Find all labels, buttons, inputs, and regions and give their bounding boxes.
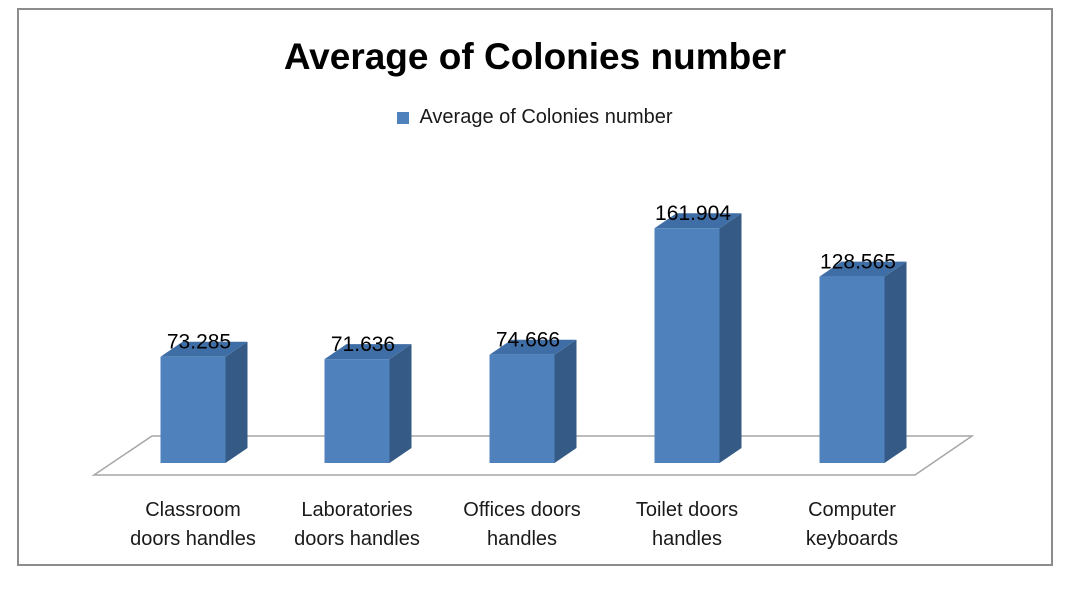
bar xyxy=(654,228,720,463)
bar-top xyxy=(160,341,248,357)
bar-top xyxy=(654,213,742,229)
category-label: Classroom xyxy=(145,499,241,521)
legend-label: Average of Colonies number xyxy=(419,106,673,128)
bar-top xyxy=(324,344,412,360)
data-label: 71.636 xyxy=(331,333,395,356)
bar-side xyxy=(884,261,907,463)
bar xyxy=(324,359,390,463)
bar xyxy=(489,354,555,463)
data-label: 161.904 xyxy=(655,202,731,225)
bar-top xyxy=(819,261,907,277)
category-label: Offices doors xyxy=(463,499,580,521)
bar xyxy=(819,276,885,463)
category-label: handles xyxy=(487,528,557,550)
chart-legend: Average of Colonies number xyxy=(19,106,1051,129)
category-label: keyboards xyxy=(806,528,898,550)
bar-side xyxy=(719,213,742,463)
category-label: Toilet doors xyxy=(636,499,738,521)
bar-side xyxy=(554,339,577,463)
category-label: Computer xyxy=(808,499,896,521)
bar-top xyxy=(489,339,577,355)
data-label: 128.565 xyxy=(820,251,896,274)
category-label: doors handles xyxy=(294,528,420,550)
category-label: Laboratories xyxy=(301,499,412,521)
chart-title: Average of Colonies number xyxy=(283,36,787,77)
legend-swatch xyxy=(397,111,410,124)
category-label: handles xyxy=(652,528,722,550)
category-label: doors handles xyxy=(130,528,256,550)
bar xyxy=(160,356,226,463)
data-label: 74.666 xyxy=(496,329,560,352)
bar-side xyxy=(225,341,248,463)
bar-side xyxy=(389,344,412,463)
data-label: 73.285 xyxy=(167,331,231,354)
